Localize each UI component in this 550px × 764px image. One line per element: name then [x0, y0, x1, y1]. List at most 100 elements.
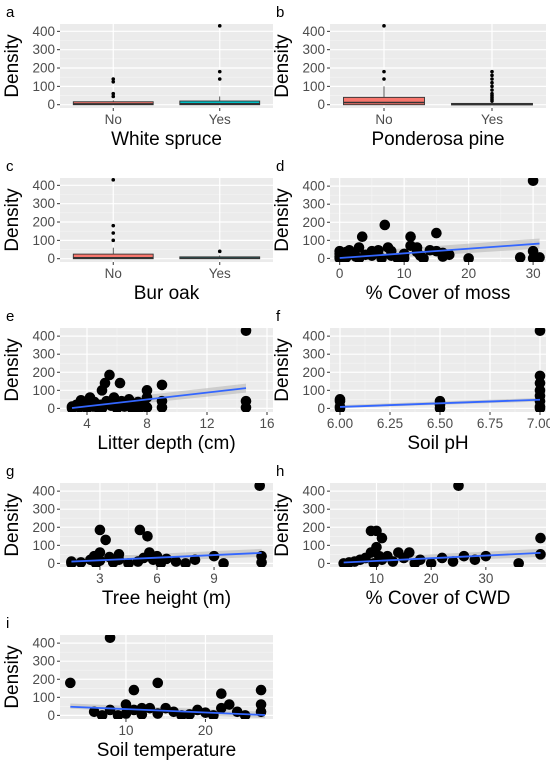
- outlier-point: [111, 223, 116, 228]
- x-tick-label: 6: [153, 571, 161, 586]
- box-yes: [179, 249, 261, 260]
- y-tick-label: 300: [302, 42, 325, 57]
- data-layer: [334, 328, 546, 412]
- x-tick-label: 20: [198, 723, 213, 738]
- data-point: [379, 219, 391, 231]
- data-layer: [65, 635, 267, 719]
- x-tick-label: 0: [336, 266, 344, 281]
- data-point: [156, 402, 168, 412]
- panel-letter: a: [6, 4, 15, 21]
- y-tick-label: 300: [302, 197, 325, 212]
- y-tick-label: 0: [47, 97, 55, 112]
- y-tick-label: 300: [32, 502, 55, 517]
- data-point: [88, 706, 100, 718]
- data-point: [161, 553, 172, 565]
- x-axis-title: Ponderosa pine: [371, 129, 504, 150]
- y-tick-label: 200: [302, 520, 325, 535]
- panel-e: 0 100 200 300 400 4 8 12 16 e Litter depth (cm) Den…: [2, 308, 275, 454]
- panel-c: 0 100 200 300 400 No Yes c Bur oak Density: [2, 158, 273, 304]
- plot-background: [60, 178, 273, 262]
- y-tick-label: 200: [302, 61, 325, 76]
- x-axis-title: Tree height (m): [102, 588, 231, 609]
- x-tick-label: 20: [461, 266, 476, 281]
- data-point: [180, 558, 191, 567]
- y-axis-title: Density: [2, 493, 23, 557]
- data-point: [418, 253, 429, 262]
- y-axis-title: Density: [2, 338, 23, 402]
- y-tick-label: 0: [317, 97, 325, 112]
- box-iqr: [179, 100, 261, 106]
- y-tick-label: 400: [302, 179, 325, 194]
- outlier-point: [490, 77, 494, 81]
- y-axis-title: Density: [2, 645, 23, 709]
- y-tick-label: 100: [32, 383, 55, 398]
- panel-letter: g: [6, 463, 14, 480]
- data-point: [120, 708, 132, 719]
- x-tick-label: Yes: [209, 266, 231, 281]
- x-tick-label: No: [105, 266, 122, 281]
- y-tick-label: 400: [32, 636, 55, 651]
- data-layer: [66, 328, 252, 412]
- data-point: [240, 402, 252, 412]
- x-tick-label: No: [375, 112, 392, 127]
- data-point: [104, 369, 115, 381]
- data-point: [254, 483, 265, 492]
- y-tick-label: 300: [302, 347, 325, 362]
- outlier-point: [111, 178, 116, 182]
- panel-letter: i: [6, 615, 9, 632]
- y-axis-title: Density: [2, 188, 23, 252]
- x-axis-title: Bur oak: [134, 283, 200, 304]
- x-tick-label: 8: [143, 416, 151, 431]
- outlier-point: [490, 88, 494, 92]
- data-point: [513, 558, 524, 567]
- x-tick-label: Yes: [209, 112, 231, 127]
- data-point: [371, 525, 382, 537]
- y-tick-label: 100: [302, 233, 325, 248]
- y-tick-label: 400: [32, 178, 55, 193]
- data-layer: [72, 178, 261, 260]
- x-tick-label: 20: [424, 571, 439, 586]
- y-axis-title: Density: [272, 188, 293, 252]
- data-point: [216, 702, 227, 714]
- y-tick-label: 400: [32, 24, 55, 39]
- data-point: [65, 677, 76, 689]
- outlier-point: [111, 94, 116, 99]
- y-tick-label: 0: [317, 401, 325, 416]
- data-point: [152, 677, 164, 689]
- x-tick-label: 6.75: [477, 416, 503, 431]
- y-tick-label: 200: [32, 61, 55, 76]
- y-tick-label: 300: [32, 347, 55, 362]
- data-point: [376, 532, 388, 544]
- x-axis-title: Soil temperature: [97, 740, 236, 761]
- x-tick-label: 30: [478, 571, 493, 586]
- fit-line: [71, 552, 262, 563]
- data-layer: [66, 483, 267, 567]
- fit-line: [70, 705, 266, 716]
- y-tick-label: 0: [47, 708, 55, 723]
- data-point: [99, 377, 111, 389]
- data-point: [141, 402, 153, 412]
- fit-line: [343, 552, 541, 564]
- y-tick-label: 200: [32, 672, 55, 687]
- outlier-point: [382, 24, 386, 28]
- outlier-point: [490, 91, 494, 96]
- y-axis-title: Density: [272, 338, 293, 402]
- x-tick-label: 10: [369, 571, 384, 586]
- y-tick-label: 300: [32, 654, 55, 669]
- x-tick-label: 10: [397, 266, 412, 281]
- outlier-point: [217, 249, 222, 254]
- panel-letter: e: [6, 308, 14, 325]
- outlier-point: [490, 80, 494, 85]
- x-tick-label: Yes: [481, 112, 503, 127]
- data-point: [356, 231, 368, 243]
- box-yes: [451, 69, 533, 106]
- data-point: [411, 242, 423, 253]
- data-point: [387, 556, 399, 567]
- y-tick-label: 100: [302, 383, 325, 398]
- data-point: [239, 710, 251, 719]
- data-point: [142, 530, 153, 542]
- data-layer: [343, 24, 533, 106]
- data-layer: [72, 24, 261, 106]
- data-point: [431, 227, 442, 239]
